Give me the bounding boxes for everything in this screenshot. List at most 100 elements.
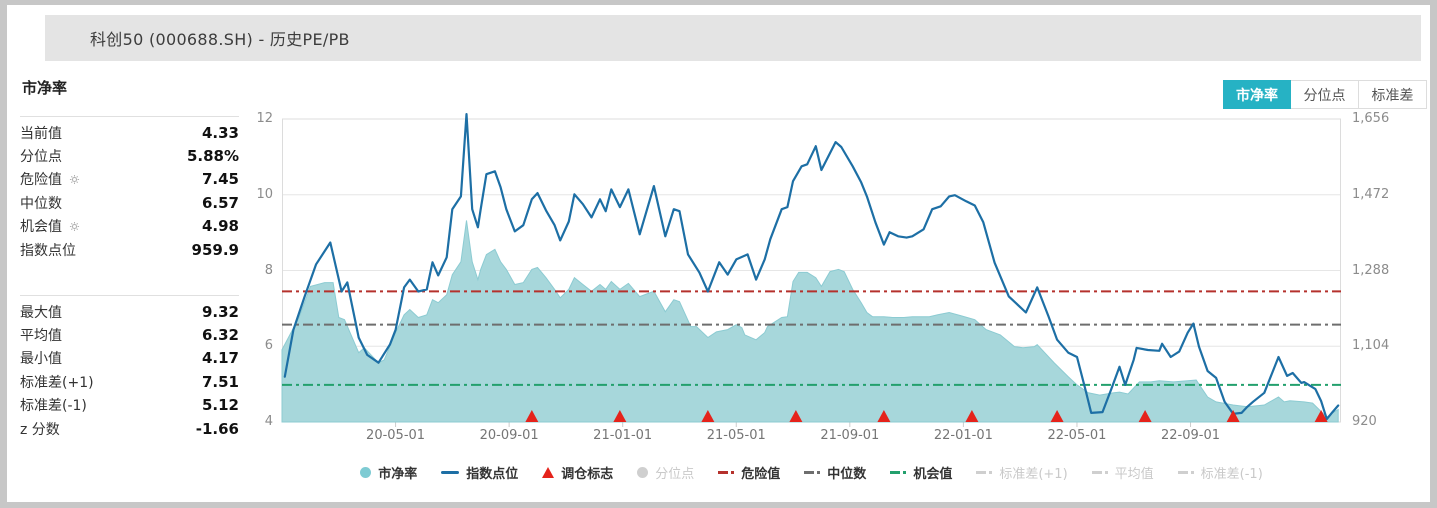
legend-label: 指数点位 — [466, 467, 519, 482]
x-axis-tick: 20-09-01 — [479, 428, 539, 443]
stat-label: 中位数 — [20, 195, 62, 212]
legend-item-危险值[interactable]: 危险值 — [718, 463, 780, 482]
legend-dashdot-marker — [1177, 471, 1194, 474]
x-axis-tick: 21-05-01 — [706, 428, 766, 443]
tab-percentile[interactable]: 分位点 — [1291, 80, 1359, 109]
stat-label: 平均值 — [20, 328, 62, 345]
right-axis-tick: 1,288 — [1352, 262, 1390, 278]
legend-item-指数点位[interactable]: 指数点位 — [441, 463, 518, 482]
left-axis-tick: 6 — [264, 338, 273, 354]
stat-label: 标准差(-1) — [20, 398, 87, 415]
x-axis-tick: 21-09-01 — [820, 428, 880, 443]
legend-dashdot-marker — [890, 471, 907, 474]
x-axis-tick: 22-01-01 — [933, 428, 993, 443]
stat-row-std-plus: 标准差(+1) 7.51 — [20, 370, 239, 393]
stat-row-std-minus: 标准差(-1) 5.12 — [20, 394, 239, 417]
stat-row-zscore: z 分数 -1.66 — [20, 417, 239, 440]
legend-label: 平均值 — [1114, 467, 1154, 482]
pb-index-chart — [281, 100, 1341, 445]
legend-label: 调仓标志 — [561, 467, 614, 482]
stat-label: 危险值 — [20, 172, 62, 189]
stat-value: 4.98 — [201, 217, 239, 236]
stat-value: 9.32 — [201, 302, 239, 321]
gear-icon[interactable] — [68, 220, 81, 233]
stat-row-min: 最小值 4.17 — [20, 347, 239, 370]
x-axis-tick: 22-09-01 — [1161, 428, 1221, 443]
chart-legend: 市净率 指数点位 调仓标志 分位点 危险值 中位数 机会值 标准差(+1) 平均值 标准差(-1) — [282, 463, 1341, 482]
stat-value: 959.9 — [191, 240, 239, 259]
stat-row-index-point: 指数点位 959.9 — [20, 238, 239, 261]
stat-row-mean: 平均值 6.32 — [20, 323, 239, 346]
right-axis-tick: 1,472 — [1352, 186, 1390, 202]
legend-circle-marker — [637, 467, 649, 478]
legend-item-标准差(+1)[interactable]: 标准差(+1) — [976, 463, 1068, 482]
left-axis-tick: 8 — [264, 262, 273, 278]
left-axis-tick: 10 — [256, 186, 273, 202]
left-axis-tick: 4 — [264, 414, 273, 429]
stat-value: 7.45 — [201, 170, 239, 189]
rebalance-marker — [525, 410, 539, 422]
legend-triangle-marker — [542, 467, 555, 478]
legend-label: 机会值 — [913, 467, 953, 482]
stat-value: -1.66 — [195, 419, 239, 438]
right-axis-tick: 1,656 — [1352, 111, 1390, 126]
rebalance-marker — [877, 410, 891, 422]
chart-title: 科创50 (000688.SH) - 历史PE/PB — [90, 30, 350, 49]
rebalance-marker — [1138, 410, 1152, 422]
rebalance-marker — [965, 410, 979, 422]
stat-label: 分位点 — [20, 149, 62, 166]
header-bar: 科创50 (000688.SH) - 历史PE/PB — [45, 15, 1421, 61]
legend-item-中位数[interactable]: 中位数 — [804, 463, 866, 482]
legend-item-标准差(-1)[interactable]: 标准差(-1) — [1177, 463, 1263, 482]
stat-label: 机会值 — [20, 219, 62, 236]
stat-value: 4.33 — [201, 123, 239, 142]
legend-circle-marker — [360, 467, 372, 478]
stat-label: 最小值 — [20, 351, 62, 368]
stat-value: 6.57 — [201, 193, 239, 212]
right-axis-tick: 920 — [1352, 414, 1377, 429]
stat-label: 最大值 — [20, 304, 62, 321]
rebalance-marker — [701, 410, 715, 422]
rebalance-marker — [789, 410, 803, 422]
stat-row-current: 当前值 4.33 — [20, 121, 239, 144]
stat-value: 5.88% — [186, 147, 239, 166]
legend-item-调仓标志[interactable]: 调仓标志 — [542, 463, 613, 482]
stats-block-main: 当前值 4.33 分位点 5.88% 危险值 7.45 中位数 6.57 机会值… — [20, 116, 239, 261]
legend-item-市净率[interactable]: 市净率 — [360, 463, 417, 482]
legend-dashdot-marker — [718, 471, 735, 474]
legend-item-平均值[interactable]: 平均值 — [1091, 463, 1154, 482]
stat-value: 4.17 — [201, 349, 239, 368]
stat-row-percentile: 分位点 5.88% — [20, 144, 239, 167]
stat-label: z 分数 — [20, 421, 60, 438]
legend-item-分位点[interactable]: 分位点 — [637, 463, 694, 482]
legend-label: 危险值 — [741, 467, 781, 482]
metric-tab-group: 市净率 分位点 标准差 — [1223, 80, 1427, 109]
pb-area-series — [281, 220, 1339, 423]
stat-label: 标准差(+1) — [20, 374, 94, 391]
legend-item-机会值[interactable]: 机会值 — [890, 463, 952, 482]
stat-row-median: 中位数 6.57 — [20, 191, 239, 214]
legend-dashdot-marker — [976, 471, 993, 474]
main-card: 科创50 (000688.SH) - 历史PE/PB 市净率 当前值 4.33 … — [7, 5, 1430, 502]
right-axis-tick: 1,104 — [1352, 338, 1390, 354]
rebalance-marker — [1314, 410, 1328, 422]
x-axis-tick: 21-01-01 — [593, 428, 653, 443]
legend-line-marker — [441, 471, 460, 474]
stat-row-chance: 机会值 4.98 — [20, 215, 239, 238]
rebalance-marker — [613, 410, 627, 422]
gear-icon[interactable] — [68, 173, 81, 186]
metric-heading: 市净率 — [22, 79, 68, 97]
stat-label: 指数点位 — [20, 242, 76, 259]
tab-stddev[interactable]: 标准差 — [1359, 80, 1427, 109]
legend-label: 中位数 — [827, 467, 867, 482]
tab-pb[interactable]: 市净率 — [1223, 80, 1291, 109]
stat-value: 7.51 — [201, 372, 239, 391]
legend-label: 市净率 — [378, 467, 418, 482]
legend-label: 分位点 — [655, 467, 695, 482]
stat-value: 6.32 — [201, 326, 239, 345]
stat-value: 5.12 — [201, 396, 239, 415]
index-line-series — [283, 113, 1340, 421]
stat-label: 当前值 — [20, 125, 62, 142]
x-axis-tick: 22-05-01 — [1047, 428, 1107, 443]
